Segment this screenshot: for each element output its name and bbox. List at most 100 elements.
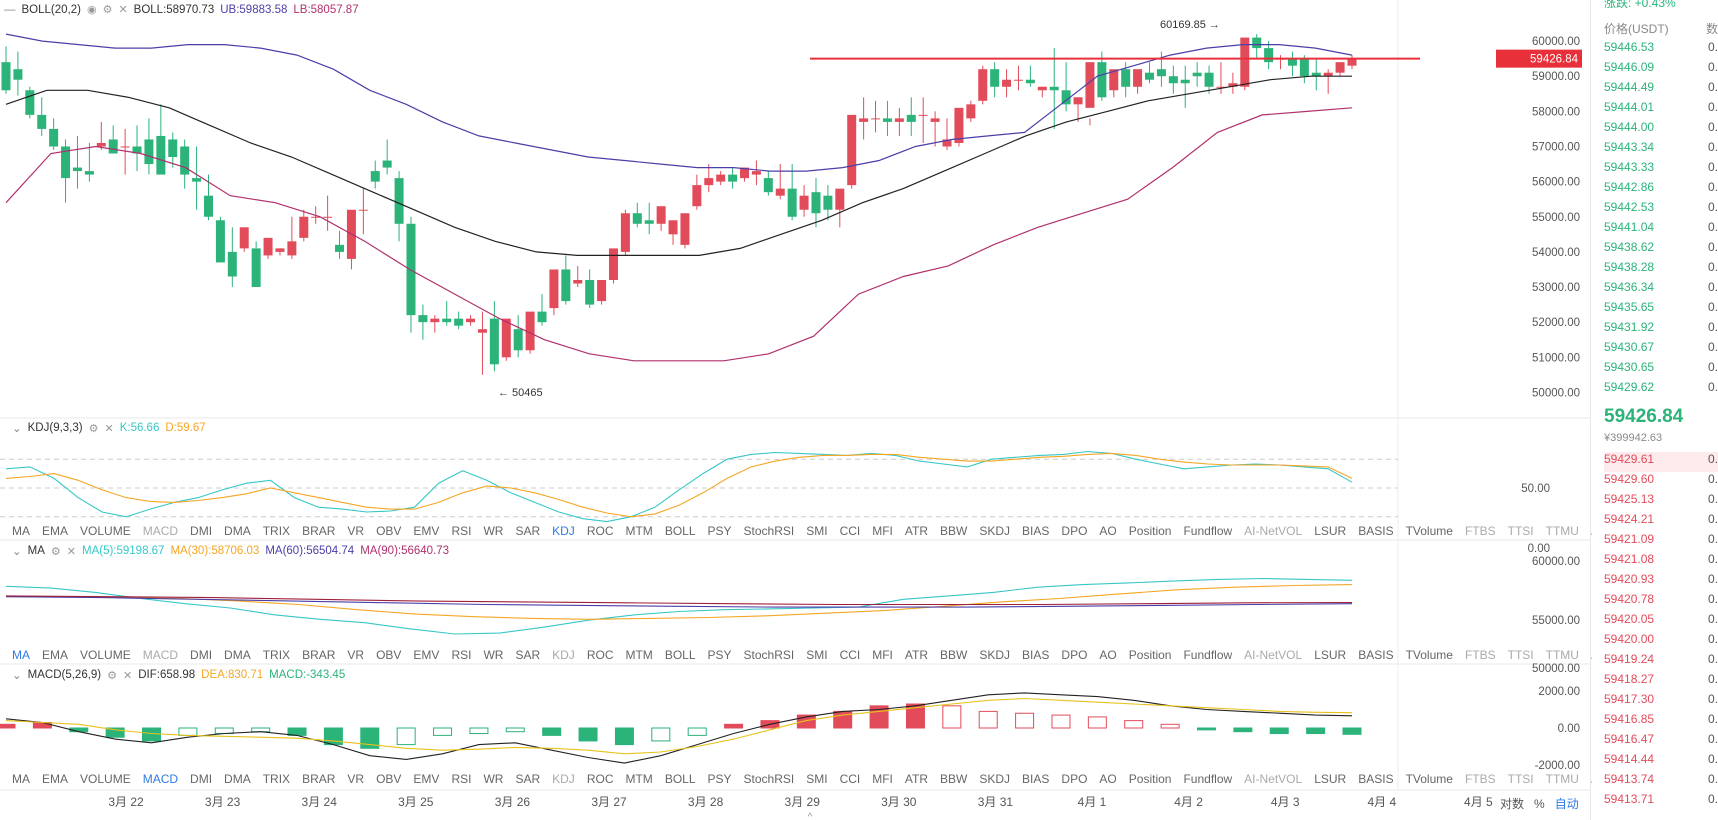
indicator-tab-ma[interactable]: MA [12, 648, 30, 662]
indicator-tab-atr[interactable]: ATR [904, 772, 929, 786]
indicator-tab-dma[interactable]: DMA [224, 772, 251, 786]
indicator-tab-ttsi[interactable]: TTSI [1507, 524, 1534, 538]
orderbook-row[interactable]: 59424.21 0. [1604, 512, 1718, 532]
indicator-tab-mtm[interactable]: MTM [625, 648, 653, 662]
orderbook-row[interactable]: 59413.74 0. [1604, 772, 1718, 792]
indicator-tab-fundflow[interactable]: Fundflow [1183, 648, 1233, 662]
orderbook-row[interactable]: 59446.53 0. [1604, 40, 1718, 60]
gear-icon[interactable]: ⚙ [50, 545, 61, 558]
indicator-tab-atr[interactable]: ATR [904, 648, 929, 662]
indicator-tab-fundflow[interactable]: Fundflow [1183, 772, 1233, 786]
indicator-tab-volume[interactable]: VOLUME [80, 772, 131, 786]
indicator-tab-ma[interactable]: MA [12, 772, 30, 786]
orderbook-row[interactable]: 59429.62 0. [1604, 380, 1718, 400]
indicator-tab-bias[interactable]: BIAS [1022, 772, 1050, 786]
indicator-tab-volume[interactable]: VOLUME [80, 524, 131, 538]
indicator-tab-dmi[interactable]: DMI [190, 648, 213, 662]
orderbook-row[interactable]: 59430.65 0. [1604, 360, 1718, 380]
indicator-tab-roc[interactable]: ROC [586, 648, 614, 662]
gear-icon[interactable]: ⚙ [88, 422, 99, 435]
chevron-down-icon[interactable]: ⌄ [12, 546, 22, 558]
indicator-tab-emv[interactable]: EMV [413, 648, 440, 662]
indicator-tab-ai-netvol[interactable]: AI-NetVOL [1244, 524, 1303, 538]
indicator-tab-vr[interactable]: VR [347, 648, 365, 662]
indicator-tab-cci[interactable]: CCI [839, 772, 861, 786]
orderbook-row[interactable]: 59431.92 0. [1604, 320, 1718, 340]
indicator-tab-ttsi[interactable]: TTSI [1507, 648, 1534, 662]
indicator-tab-emv[interactable]: EMV [413, 772, 440, 786]
indicator-tab-atr[interactable]: ATR [904, 524, 929, 538]
indicator-tab-position[interactable]: Position [1128, 648, 1172, 662]
indicator-tab-skdj[interactable]: SKDJ [979, 524, 1011, 538]
collapse-icon[interactable]: — [4, 3, 16, 16]
indicator-tab-ma[interactable]: MA [12, 524, 30, 538]
orderbook-row[interactable]: 59418.27 0. [1604, 672, 1718, 692]
indicator-tab-ttmu[interactable]: TTMU [1545, 648, 1579, 662]
orderbook-row[interactable]: 59443.34 0. [1604, 140, 1718, 160]
indicator-tab-macd[interactable]: MACD [142, 648, 179, 662]
indicator-tab-lsur[interactable]: LSUR [1314, 648, 1347, 662]
orderbook-row[interactable]: 59435.65 0. [1604, 300, 1718, 320]
indicator-tab-ai-netvol[interactable]: AI-NetVOL [1244, 648, 1303, 662]
indicator-tab-obv[interactable]: OBV [376, 524, 402, 538]
indicator-tab-smi[interactable]: SMI [806, 648, 828, 662]
indicator-tab-roc[interactable]: ROC [586, 524, 614, 538]
indicator-tab-ao[interactable]: AO [1099, 772, 1117, 786]
close-icon[interactable]: ✕ [104, 422, 114, 435]
indicator-tab-ttmu[interactable]: TTMU [1545, 524, 1579, 538]
indicator-tab-dmi[interactable]: DMI [190, 524, 213, 538]
indicator-tab-smi[interactable]: SMI [806, 524, 828, 538]
indicator-tab-basis[interactable]: BASIS [1358, 648, 1394, 662]
indicator-tab-ema[interactable]: EMA [42, 772, 69, 786]
percent-scale-toggle[interactable]: % [1534, 797, 1545, 811]
gear-icon[interactable]: ⚙ [107, 669, 118, 682]
chevron-down-icon[interactable]: ⌄ [12, 670, 22, 682]
orderbook-row[interactable]: 59438.28 0. [1604, 260, 1718, 280]
indicator-tab-ftbs[interactable]: FTBS [1464, 648, 1496, 662]
indicator-tab-dpo[interactable]: DPO [1061, 772, 1088, 786]
indicator-tab-kdj[interactable]: KDJ [552, 772, 575, 786]
indicator-tab-boll[interactable]: BOLL [664, 524, 696, 538]
orderbook-row[interactable]: 59443.33 0. [1604, 160, 1718, 180]
orderbook-row[interactable]: 59442.53 0. [1604, 200, 1718, 220]
orderbook-row[interactable]: 59441.04 0. [1604, 220, 1718, 240]
indicator-tab-dpo[interactable]: DPO [1061, 524, 1088, 538]
indicator-tab-rsi[interactable]: RSI [451, 524, 472, 538]
indicator-tab-brar[interactable]: BRAR [302, 524, 336, 538]
indicator-tab-ema[interactable]: EMA [42, 648, 69, 662]
indicator-tab-rsi[interactable]: RSI [451, 648, 472, 662]
indicator-tab-brar[interactable]: BRAR [302, 648, 336, 662]
indicator-tab-stochrsi[interactable]: StochRSI [743, 772, 795, 786]
orderbook-row[interactable]: 59446.09 0. [1604, 60, 1718, 80]
indicator-tab-mtm[interactable]: MTM [625, 772, 653, 786]
panel-divider[interactable] [1590, 0, 1591, 820]
indicator-tab-bbw[interactable]: BBW [940, 772, 968, 786]
indicator-tab-tvolume[interactable]: TVolume [1405, 772, 1453, 786]
indicator-tab-kdj[interactable]: KDJ [552, 648, 575, 662]
indicator-tab-dma[interactable]: DMA [224, 648, 251, 662]
indicator-tab-vr[interactable]: VR [347, 524, 365, 538]
close-icon[interactable]: ✕ [123, 669, 133, 682]
indicator-tab-position[interactable]: Position [1128, 524, 1172, 538]
indicator-tab-brar[interactable]: BRAR [302, 772, 336, 786]
indicator-tab-obv[interactable]: OBV [376, 772, 402, 786]
indicator-tab-stochrsi[interactable]: StochRSI [743, 648, 795, 662]
indicator-tab-skdj[interactable]: SKDJ [979, 648, 1011, 662]
indicator-tab-dmi[interactable]: DMI [190, 772, 213, 786]
auto-scale-toggle[interactable]: 自动 [1554, 797, 1579, 811]
orderbook-row[interactable]: 59420.00 0. [1604, 632, 1718, 652]
indicator-tab-ao[interactable]: AO [1099, 648, 1117, 662]
indicator-tab-bbw[interactable]: BBW [940, 524, 968, 538]
orderbook-row[interactable]: 59444.49 0. [1604, 80, 1718, 100]
indicator-tab-ftbs[interactable]: FTBS [1464, 524, 1496, 538]
gear-icon[interactable]: ⚙ [102, 4, 113, 16]
orderbook-row[interactable]: 59429.61 0. [1604, 452, 1718, 472]
indicator-tab-ftbs[interactable]: FTBS [1464, 772, 1496, 786]
indicator-tab-basis[interactable]: BASIS [1358, 524, 1394, 538]
indicator-tab-bias[interactable]: BIAS [1022, 524, 1050, 538]
indicator-tab-stochrsi[interactable]: StochRSI [743, 524, 795, 538]
orderbook-row[interactable]: 59438.62 0. [1604, 240, 1718, 260]
indicator-tab-wr[interactable]: WR [483, 648, 504, 662]
indicator-tab-ttsi[interactable]: TTSI [1507, 772, 1534, 786]
indicator-tab-position[interactable]: Position [1128, 772, 1172, 786]
